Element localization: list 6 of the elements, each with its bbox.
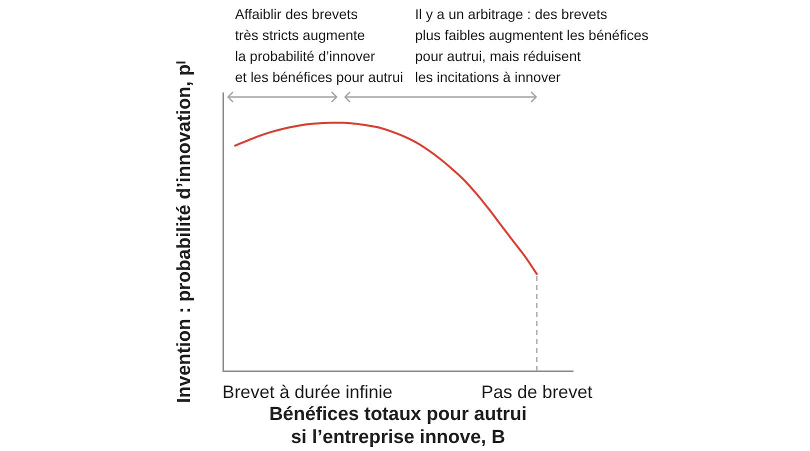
x-tick-label: Pas de brevet — [481, 382, 592, 402]
y-axis-title: Invention : probabilité d’innovation, pᴵ — [174, 60, 196, 404]
text: Affaiblir des brevets très stricts augmente la probabilité d’innover et les bénéfices pour autrui — [235, 6, 404, 85]
x-axis-title: Bénéfices totaux pour autrui si l’entreprise innove, B — [269, 404, 527, 448]
x-tick-label: Brevet à durée infinie — [222, 382, 393, 402]
text: Il y a un arbitrage : des brevets plus faibles augmentent les bénéfices pour autrui, mais réduisent les incitations à innover — [415, 6, 648, 85]
